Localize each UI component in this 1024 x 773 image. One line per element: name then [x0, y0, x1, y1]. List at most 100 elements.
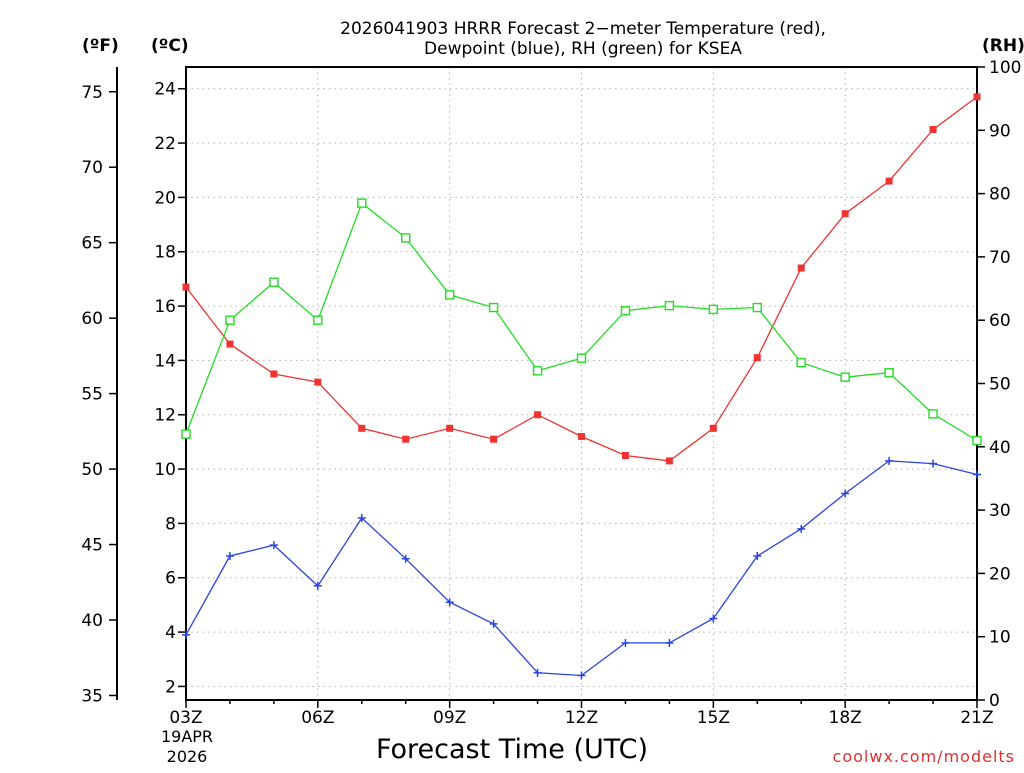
celsius-tick-label: 6 — [165, 569, 176, 589]
rh-point — [708, 304, 719, 315]
rh-tick-label: 20 — [989, 564, 1011, 584]
rh-point — [840, 372, 850, 382]
fahrenheit-tick-label: 60 — [81, 309, 103, 329]
temperature-point — [665, 457, 673, 465]
fahrenheit-tick-label: 45 — [81, 536, 103, 556]
celsius-tick-label: 2 — [165, 677, 176, 697]
fahrenheit-tick-label: 35 — [81, 686, 103, 706]
fahrenheit-tick-label: 70 — [81, 158, 103, 178]
rh-point — [884, 368, 894, 378]
rh-tick-label: 10 — [989, 628, 1011, 648]
temperature-point — [226, 340, 234, 348]
rh-tick-label: 50 — [989, 375, 1011, 395]
rh-point — [576, 353, 587, 363]
temperature-point — [973, 93, 981, 101]
temperature-point — [358, 424, 366, 432]
rh-point — [664, 300, 675, 311]
x-axis-label: Forecast Time (UTC) — [376, 734, 648, 765]
temperature-point — [621, 451, 629, 459]
temperature-point — [402, 435, 410, 443]
temperature-point — [885, 177, 893, 185]
dewpoint-point — [577, 671, 586, 680]
dewpoint-point — [929, 459, 938, 468]
dewpoint-point — [313, 581, 322, 590]
rh-point — [620, 306, 631, 316]
rh-point — [972, 435, 982, 446]
rh-tick-label: 90 — [989, 121, 1011, 141]
temperature-point — [841, 210, 849, 218]
title-line-2: Dewpoint (blue), RH (green) for KSEA — [424, 39, 742, 59]
chart-title: 2026041903 HRRR Forecast 2−meter Tempera… — [340, 19, 826, 59]
fahrenheit-tick-label: 50 — [81, 460, 103, 480]
dewpoint-point — [841, 489, 850, 498]
rh-point — [269, 277, 279, 287]
rh-tick-label: 0 — [989, 691, 1000, 711]
title-line-1: 2026041903 HRRR Forecast 2−meter Tempera… — [340, 19, 826, 39]
temperature-point — [709, 424, 717, 432]
celsius-tick-label: 4 — [165, 623, 176, 643]
x-tick-label: 03Z — [169, 708, 202, 728]
fahrenheit-unit-label: (ºF) — [82, 36, 119, 56]
dewpoint-point — [885, 456, 894, 465]
x-tick-label: 12Z — [565, 708, 598, 728]
tick-labels: 2468101214161820222435404550556065707501… — [81, 58, 1021, 728]
celsius-tick-label: 18 — [154, 243, 176, 263]
x-tick-label: 18Z — [829, 708, 862, 728]
celsius-tick-label: 14 — [154, 351, 176, 371]
celsius-tick-label: 12 — [154, 406, 176, 426]
temperature-point — [929, 125, 937, 133]
fahrenheit-tick-label: 55 — [81, 385, 103, 405]
rh-point — [225, 315, 235, 325]
dewpoint-point — [533, 668, 542, 677]
rh-unit-label: (RH) — [982, 36, 1024, 56]
temperature-point — [490, 435, 498, 443]
dewpoint-point — [665, 638, 674, 647]
fahrenheit-tick-label: 65 — [81, 234, 103, 254]
dewpoint-point — [753, 552, 762, 561]
dewpoint-point — [709, 614, 718, 623]
dewpoint-point — [973, 470, 981, 479]
celsius-tick-label: 22 — [154, 134, 176, 154]
temperature-point — [446, 424, 454, 432]
data-series — [181, 93, 982, 680]
start-date-label: 19APR — [161, 727, 213, 746]
celsius-unit-label: (ºC) — [151, 36, 189, 56]
dewpoint-point — [269, 541, 278, 550]
temperature-point — [314, 378, 322, 386]
temperature-point — [534, 411, 542, 419]
celsius-tick-label: 10 — [154, 460, 176, 480]
celsius-tick-label: 20 — [154, 188, 176, 208]
rh-tick-label: 30 — [989, 501, 1011, 521]
temperature-point — [578, 432, 585, 440]
dewpoint-point — [401, 554, 410, 563]
fahrenheit-tick-label: 75 — [81, 83, 103, 103]
rh-point — [444, 290, 455, 300]
rh-tick-label: 80 — [989, 185, 1011, 205]
rh-series — [181, 198, 982, 446]
rh-point — [313, 315, 323, 325]
dewpoint-series — [182, 456, 981, 680]
fahrenheit-tick-label: 40 — [81, 611, 103, 631]
rh-tick-label: 60 — [989, 311, 1011, 331]
dewpoint-point — [225, 552, 234, 561]
rh-point — [357, 198, 367, 208]
rh-point — [928, 409, 938, 419]
x-tick-label: 21Z — [960, 708, 993, 728]
temperature-point — [270, 370, 278, 378]
dewpoint-point — [489, 619, 498, 628]
temperature-series — [182, 93, 981, 465]
x-tick-label: 09Z — [433, 708, 466, 728]
dewpoint-point — [621, 638, 630, 647]
start-year-label: 2026 — [167, 747, 208, 766]
dewpoint-point — [182, 630, 190, 639]
rh-point — [532, 366, 543, 376]
x-tick-label: 06Z — [301, 708, 334, 728]
celsius-tick-label: 8 — [165, 514, 176, 534]
grid-lines — [186, 67, 977, 700]
rh-point — [181, 429, 191, 439]
dewpoint-point — [797, 524, 806, 533]
dewpoint-point — [445, 598, 454, 607]
temperature-point — [753, 354, 761, 362]
